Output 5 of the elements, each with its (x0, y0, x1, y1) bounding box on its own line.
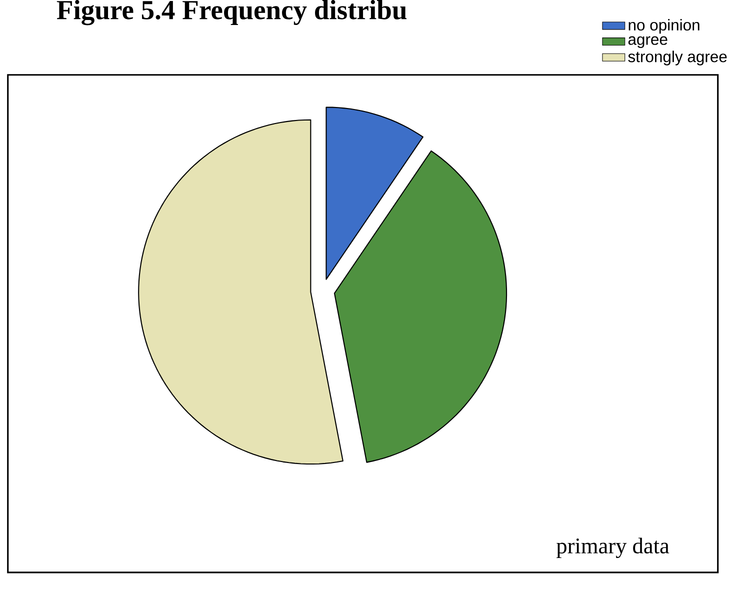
text: primary data (556, 538, 670, 558)
legend-label: no opinion (628, 19, 700, 34)
legend-label: strongly agree (628, 50, 727, 66)
chart-title: Figure 5.4 Frequency distribu (56, 0, 407, 26)
legend-label: agree (628, 36, 668, 48)
